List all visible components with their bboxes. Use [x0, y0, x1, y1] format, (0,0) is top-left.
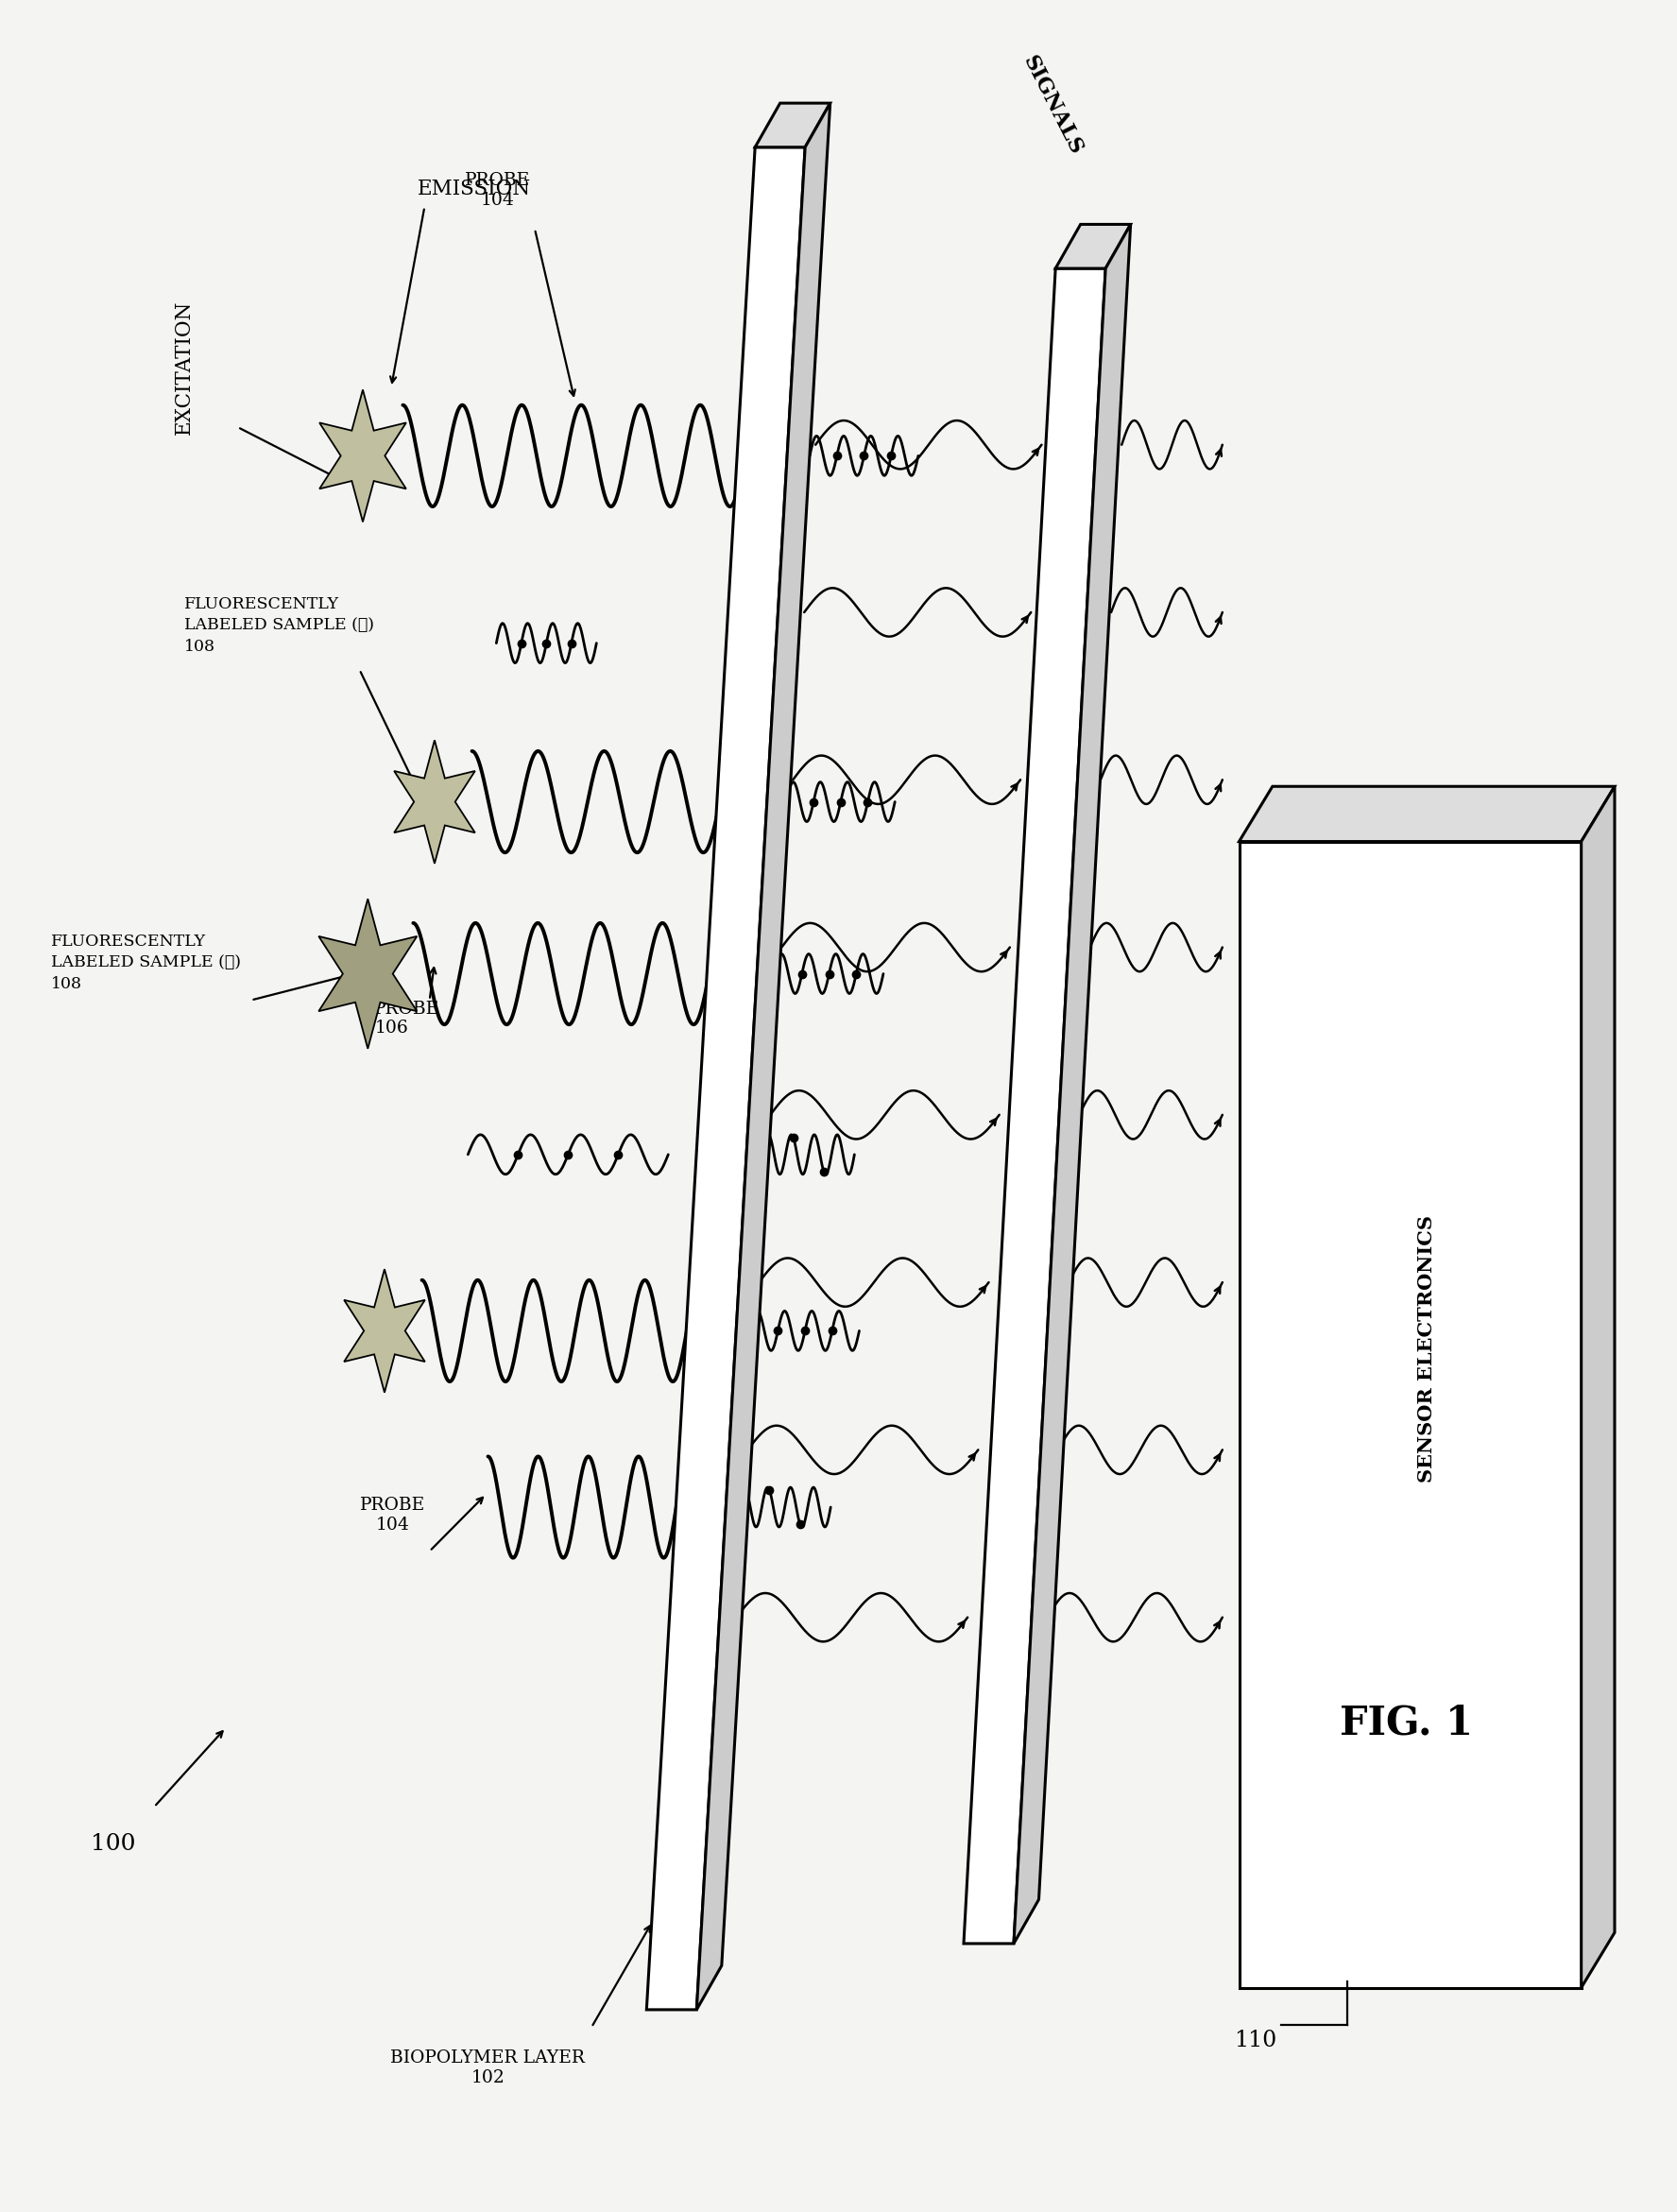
Text: 110: 110 — [1234, 2031, 1278, 2051]
Text: BIOPOLYMER LAYER
102: BIOPOLYMER LAYER 102 — [391, 2048, 585, 2086]
Polygon shape — [1239, 787, 1615, 841]
Polygon shape — [647, 148, 805, 2011]
Text: SENSOR ELECTRONICS: SENSOR ELECTRONICS — [1417, 1214, 1436, 1482]
Polygon shape — [964, 268, 1105, 1944]
Polygon shape — [394, 741, 475, 863]
Polygon shape — [755, 104, 830, 148]
Text: PROBE
104: PROBE 104 — [465, 173, 530, 208]
Text: FLUORESCENTLY
LABELED SAMPLE (★)
108: FLUORESCENTLY LABELED SAMPLE (★) 108 — [50, 933, 240, 991]
Polygon shape — [696, 104, 830, 2011]
Polygon shape — [1239, 841, 1581, 1989]
Polygon shape — [1055, 223, 1130, 268]
Polygon shape — [344, 1270, 424, 1394]
Text: 100: 100 — [91, 1834, 136, 1856]
Text: PROBE
104: PROBE 104 — [361, 1498, 426, 1533]
Text: PROBE
106: PROBE 106 — [374, 1000, 439, 1037]
Text: SIGNALS: SIGNALS — [1018, 53, 1087, 159]
Polygon shape — [319, 389, 406, 522]
Text: FLUORESCENTLY
LABELED SAMPLE (★)
108: FLUORESCENTLY LABELED SAMPLE (★) 108 — [184, 597, 374, 655]
Text: EXCITATION: EXCITATION — [174, 301, 195, 436]
Text: FIG. 1: FIG. 1 — [1340, 1703, 1472, 1743]
Polygon shape — [1015, 223, 1130, 1944]
Polygon shape — [319, 898, 418, 1048]
Polygon shape — [1581, 787, 1615, 1989]
Text: EMISSION: EMISSION — [418, 179, 532, 199]
